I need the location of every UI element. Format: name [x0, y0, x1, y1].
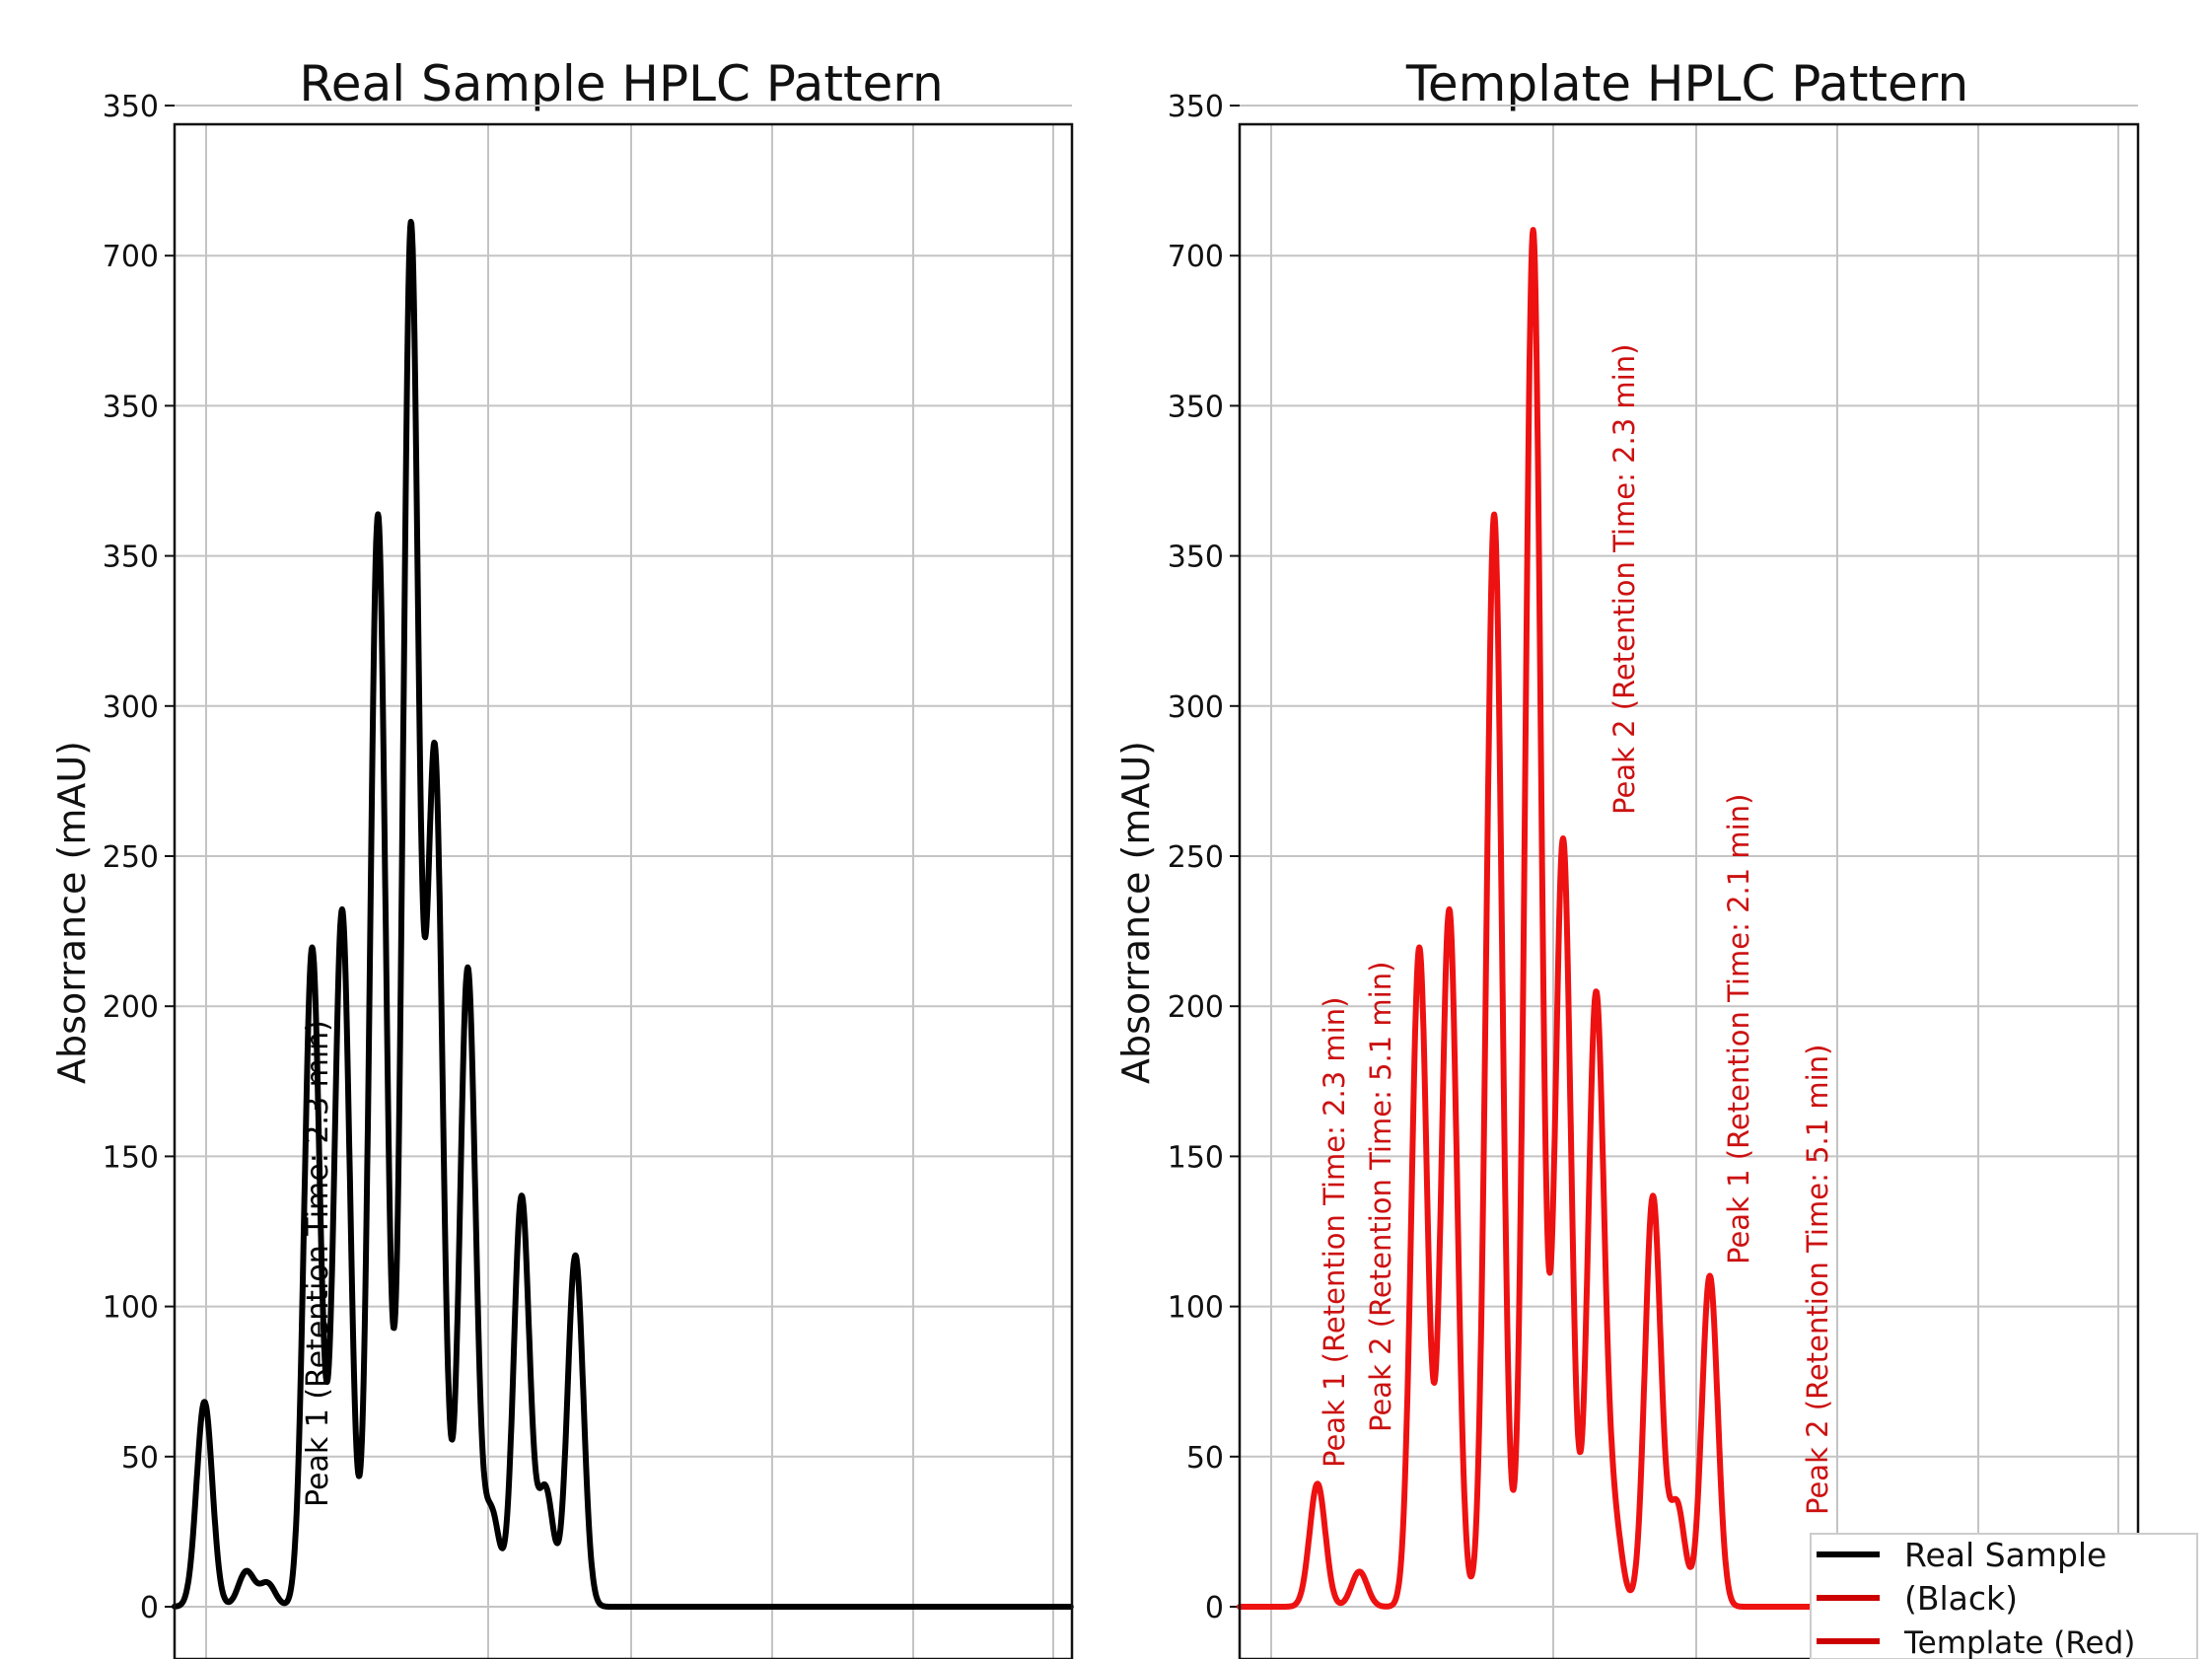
y-tick-label: 700 [103, 240, 159, 274]
panel-real-sample: Real Sample HPLC Pattern Absorrance (mAU… [50, 55, 1074, 1659]
peak-point-1 [1315, 1480, 1320, 1486]
peak-point-10 [1650, 1193, 1656, 1199]
legend-label-real-sample: Real Sample [1904, 1536, 2106, 1574]
legend-label-black: (Black) [1904, 1579, 2018, 1618]
peak-point-6 [1531, 228, 1536, 234]
y-tick-label: 300 [1168, 690, 1224, 725]
y-tick-label: 0 [140, 1591, 159, 1625]
y-tick-label: 350 [103, 90, 159, 124]
peak-point-9 [1611, 1522, 1617, 1528]
y-tick-label: 250 [1168, 840, 1224, 875]
peak-point-4 [310, 945, 316, 951]
y-tick-label: 350 [1168, 541, 1224, 575]
y-tick-label: 150 [1168, 1140, 1224, 1175]
y-tick-label: 350 [103, 390, 159, 424]
y-tick-label: 200 [1168, 990, 1224, 1025]
peak-point-1 [201, 1399, 207, 1405]
peak-point-7 [1560, 836, 1566, 842]
chart-title: Real Sample HPLC Pattern [299, 55, 943, 112]
peak-point-2 [1356, 1568, 1362, 1574]
y-tick-label: 250 [103, 840, 159, 875]
y-tick-label: 350 [1168, 90, 1224, 124]
peak-point-11 [1674, 1501, 1679, 1507]
chart-title: Template HPLC Pattern [1405, 55, 1968, 112]
series-line-real-sample [172, 218, 1074, 1610]
y-axis-label: Absorrance (mAU) [1114, 741, 1158, 1084]
y-tick-label: 150 [103, 1140, 159, 1175]
peak-point-11 [519, 1193, 525, 1199]
peak-point-8 [432, 755, 438, 760]
annotation-peak-2-c: Peak 2 (Retention Time: 5.1 min) [1801, 1045, 1834, 1515]
y-tick-label: 100 [1168, 1291, 1224, 1326]
annotation-peak-2-a: Peak 2 (Retention Time: 5.1 min) [1364, 962, 1397, 1432]
peak-point-2 [244, 1568, 250, 1574]
annotation-peak-1-a: Peak 1 (Retention Time: 2.3 min) [1318, 997, 1351, 1468]
y-tick-label: 0 [1205, 1591, 1224, 1625]
peak-point-3 [1416, 945, 1422, 951]
y-tick-label: 50 [1186, 1441, 1224, 1476]
peak-point-12 [542, 1486, 548, 1492]
peak-point-8 [1593, 995, 1599, 1001]
annotation-peak-1-b: Peak 1 (Retention Time: 2.1 min) [1722, 794, 1755, 1264]
y-tick-label: 100 [103, 1291, 159, 1326]
peak-point-13 [572, 1253, 578, 1259]
y-tick-label: 300 [103, 690, 159, 725]
legend: Real Sample (Black) Template (Red) [1810, 1533, 2198, 1659]
legend-label-template: Template (Red) [1903, 1625, 2135, 1659]
peak-point-9 [464, 966, 470, 972]
peak-point-4 [1447, 906, 1453, 912]
y-tick-label: 200 [103, 990, 159, 1025]
plot-frame [173, 122, 1074, 1659]
y-tick-label: 350 [103, 541, 159, 575]
y-tick-label: 700 [1168, 240, 1224, 274]
peak-point-10 [489, 1510, 495, 1516]
grid-lines [1240, 105, 2138, 1659]
peak-point-12 [1707, 1273, 1713, 1279]
peak-point-5 [1491, 512, 1497, 518]
y-tick-labels: 0 50 100 150 200 250 300 350 350 700 350 [1168, 90, 1240, 1625]
y-axis-label: Absorrance (mAU) [50, 741, 94, 1084]
peak-point-3 [264, 1580, 270, 1586]
y-tick-labels: 0 50 100 150 200 250 300 350 350 700 350 [103, 90, 175, 1625]
annotation-peak-1: Peak 1 (Retention Time: 2.3 min) [301, 1020, 335, 1507]
peak-point-7 [408, 228, 414, 234]
annotation-peak-2-b: Peak 2 (Retention Time: 2.3 min) [1607, 344, 1641, 815]
y-tick-label: 350 [1168, 390, 1224, 424]
peak-point-5 [339, 906, 345, 912]
plot-frame [1238, 122, 2140, 1659]
peak-point-6 [375, 512, 381, 518]
y-tick-label: 50 [121, 1441, 159, 1476]
panel-template: Template HPLC Pattern Absorrance (mAU) 0… [1114, 55, 2198, 1659]
